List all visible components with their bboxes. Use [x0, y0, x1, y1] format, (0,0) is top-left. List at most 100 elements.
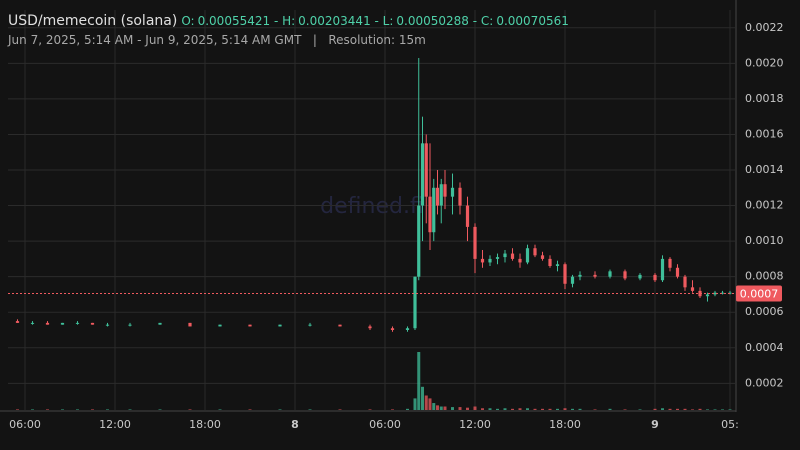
candle-body	[690, 287, 695, 291]
volume-bar	[75, 409, 79, 410]
volume-bar	[481, 408, 485, 410]
last-price-label: 0.0007	[740, 287, 779, 300]
volume-bar	[638, 409, 642, 410]
y-tick-label: 0.0020	[745, 56, 784, 69]
volume-bar	[30, 409, 34, 410]
volume-bar	[458, 407, 462, 410]
volume-bar	[571, 408, 575, 410]
candle-body	[458, 187, 462, 206]
candle-body	[218, 324, 222, 327]
volume-bar	[728, 409, 732, 410]
candle-body	[510, 253, 515, 259]
header: USD/memecoin (solana) O: 0.00055421 - H: 0.…	[8, 10, 569, 29]
candle-body	[713, 292, 717, 295]
volume-bar	[721, 409, 725, 410]
candle-body	[540, 255, 545, 259]
y-tick-label: 0.0010	[745, 234, 784, 247]
volume-bar	[248, 409, 252, 410]
volume-bar	[578, 408, 582, 410]
candle-body	[424, 143, 428, 197]
volume-bar	[533, 408, 537, 410]
separator: -	[370, 14, 383, 28]
volume-bar	[661, 408, 665, 410]
candle-body	[30, 322, 35, 324]
ohlc-label: O:	[181, 14, 195, 28]
y-tick-label: 0.0018	[745, 92, 784, 105]
candle-body	[705, 294, 710, 297]
volume-bar	[451, 407, 455, 410]
volume-bar	[683, 408, 687, 410]
x-tick-label: 05:	[721, 418, 739, 431]
candle-body	[390, 328, 395, 330]
candle-body	[503, 253, 507, 258]
candle-body	[450, 187, 455, 197]
candle-body	[432, 187, 436, 233]
volume-bar	[338, 409, 342, 410]
volume-bar	[413, 398, 417, 410]
volume-bar	[428, 398, 432, 410]
candle-body	[15, 321, 20, 323]
volume-bar	[406, 408, 410, 410]
ohlc-label: H:	[282, 14, 296, 28]
ohlc-label: L:	[382, 14, 394, 28]
candle-body	[548, 258, 552, 266]
volume-bar	[308, 409, 312, 410]
watermark: defined.fi	[320, 194, 424, 219]
volume-bar	[45, 409, 49, 410]
x-tick-label: 18:00	[189, 418, 221, 431]
y-tick-label: 0.0016	[745, 127, 784, 140]
volume-bar	[473, 406, 477, 410]
x-tick-label: 06:00	[369, 418, 401, 431]
volume-bar	[105, 409, 109, 410]
candle-body	[420, 143, 425, 206]
candle-body	[488, 258, 492, 263]
volume-bar	[466, 407, 470, 410]
ohlc-value: 0.00070561	[496, 14, 569, 28]
subtitle: Jun 7, 2025, 5:14 AM - Jun 9, 2025, 5:14…	[8, 33, 426, 47]
candle-body	[578, 274, 582, 277]
volume-bar	[417, 352, 421, 410]
volume-bar	[541, 408, 545, 410]
x-tick-label: 8	[291, 418, 299, 431]
volume-bar	[278, 409, 282, 410]
candle-body	[435, 187, 440, 206]
volume-bar	[503, 408, 507, 410]
candle-body	[105, 324, 110, 326]
candle-body	[45, 322, 50, 325]
candle-body	[473, 226, 477, 259]
volume-bar	[391, 409, 395, 410]
volume-bar	[511, 408, 515, 410]
volume-bar	[436, 405, 440, 410]
y-tick-label: 0.0012	[745, 199, 784, 212]
volume-bar	[706, 409, 710, 410]
separator: -	[468, 14, 481, 28]
candle-body	[417, 205, 421, 277]
candle-body	[570, 276, 575, 284]
volume-bar	[218, 409, 222, 410]
candle-body	[278, 324, 282, 327]
candle-body	[480, 258, 485, 263]
volume-bar	[128, 409, 132, 410]
candle-body	[728, 292, 732, 294]
ohlc-value: 0.00055421	[197, 14, 271, 28]
candle-body	[439, 184, 443, 206]
x-tick-label: 12:00	[99, 418, 131, 431]
volume-bar	[563, 408, 567, 410]
candle-body	[653, 274, 657, 281]
candle-body	[525, 248, 530, 263]
candle-body	[683, 276, 687, 288]
volume-bar	[698, 408, 702, 410]
candle-body	[623, 271, 627, 279]
candle-body	[495, 257, 500, 259]
candle-body	[90, 322, 95, 325]
candle-body	[158, 322, 162, 325]
volume-bar	[593, 409, 597, 410]
candle-body	[128, 324, 132, 326]
volume-bar	[548, 408, 552, 410]
candle-body	[608, 271, 612, 277]
x-tick-label: 12:00	[459, 418, 491, 431]
volume-bar	[188, 409, 192, 410]
volume-bar	[60, 409, 64, 410]
candle-body	[555, 264, 560, 266]
